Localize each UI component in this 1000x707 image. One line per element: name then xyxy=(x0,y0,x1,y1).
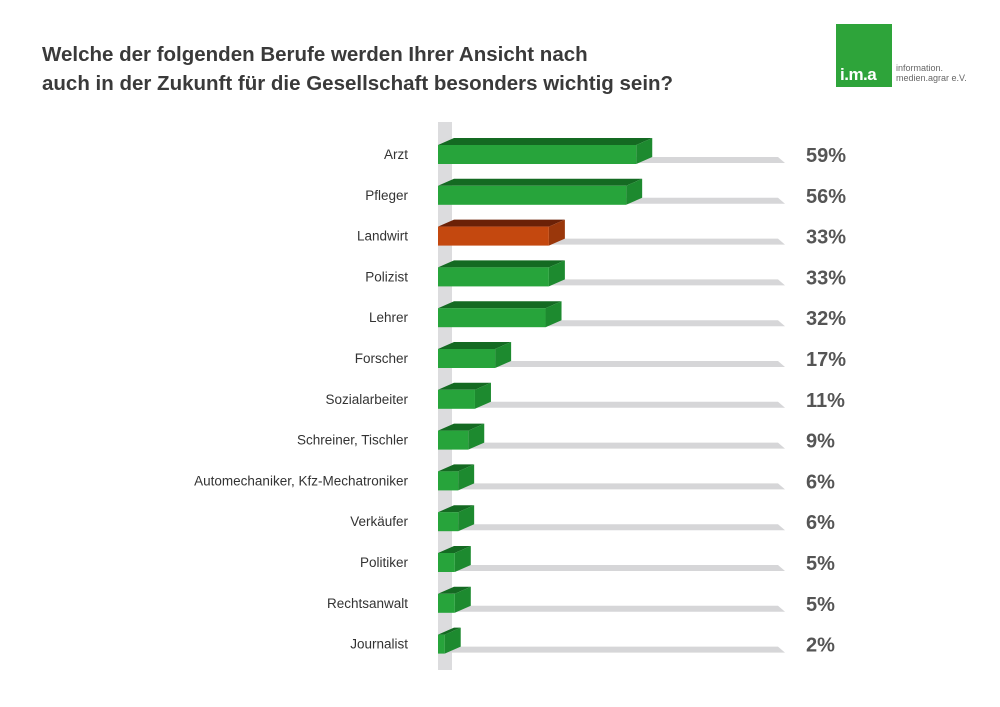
category-label: Schreiner, Tischler xyxy=(297,433,409,448)
bar-8 xyxy=(438,471,459,491)
bar-side-3 xyxy=(548,260,565,287)
value-label: 33% xyxy=(806,267,846,289)
logo-line-1: information. xyxy=(896,63,944,73)
category-label: Polizist xyxy=(365,269,408,284)
category-label: Sozialarbeiter xyxy=(325,392,408,407)
bar-top-9 xyxy=(438,505,475,513)
value-label: 32% xyxy=(806,308,846,330)
floor-shadow xyxy=(442,524,785,531)
category-label: Arzt xyxy=(384,147,408,162)
bar-side-5 xyxy=(495,342,512,368)
category-label: Verkäufer xyxy=(350,514,408,529)
bar-top-5 xyxy=(438,342,512,349)
value-label: 6% xyxy=(806,512,835,534)
bar-top-8 xyxy=(438,464,475,472)
bar-3 xyxy=(438,267,549,287)
value-label: 33% xyxy=(806,227,846,249)
bar-0 xyxy=(438,145,637,164)
bar-side-12 xyxy=(444,627,461,654)
floor-shadow xyxy=(442,483,785,490)
category-label: Automechaniker, Kfz-Mechatroniker xyxy=(194,473,408,488)
bar-side-2 xyxy=(548,219,565,246)
logo-text: information. medien.agrar e.V. xyxy=(896,63,967,83)
value-label: 5% xyxy=(806,553,835,575)
category-label: Forscher xyxy=(355,351,409,366)
title-line-2: auch in der Zukunft für die Gesellschaft… xyxy=(42,72,674,95)
bar-5 xyxy=(438,349,496,368)
title-line-1: Welche der folgenden Berufe werden Ihrer… xyxy=(42,43,588,66)
floor-shadow xyxy=(442,605,785,612)
bar-top-1 xyxy=(438,178,643,186)
category-label: Pfleger xyxy=(365,188,408,203)
bar-side-8 xyxy=(458,464,475,491)
bar-10 xyxy=(438,553,455,572)
floor-shadow xyxy=(442,565,785,571)
bar-top-11 xyxy=(438,586,471,594)
value-label: 6% xyxy=(806,471,835,493)
logo-mark: i.m.a xyxy=(840,65,877,84)
bar-side-9 xyxy=(458,505,475,532)
bar-2 xyxy=(438,226,549,246)
bar-top-10 xyxy=(438,546,471,553)
value-label: 11% xyxy=(806,390,845,412)
category-label: Politiker xyxy=(360,555,409,570)
bar-side-1 xyxy=(626,178,643,205)
bar-side-11 xyxy=(454,586,471,613)
bar-top-6 xyxy=(438,382,491,390)
bar-side-7 xyxy=(468,423,485,450)
bar-7 xyxy=(438,430,469,450)
bar-1 xyxy=(438,185,627,205)
category-label: Landwirt xyxy=(357,229,408,244)
chart-title: Welche der folgenden Berufe werden Ihrer… xyxy=(42,40,673,98)
bar-top-4 xyxy=(438,301,562,309)
bar-top-12 xyxy=(438,627,461,635)
bar-top-7 xyxy=(438,423,485,431)
bar-6 xyxy=(438,389,475,409)
value-label: 59% xyxy=(806,145,846,167)
bar-11 xyxy=(438,593,455,613)
category-label: Rechtsanwalt xyxy=(327,596,408,611)
value-label: 2% xyxy=(806,635,835,657)
bar-side-6 xyxy=(474,382,491,409)
value-label: 56% xyxy=(806,186,846,208)
value-label: 17% xyxy=(806,349,846,371)
bar-top-2 xyxy=(438,219,565,227)
value-label: 5% xyxy=(806,594,835,616)
category-label: Journalist xyxy=(350,637,408,652)
bar-4 xyxy=(438,308,546,328)
bar-side-0 xyxy=(636,138,653,164)
bar-9 xyxy=(438,512,459,532)
category-label: Lehrer xyxy=(369,310,409,325)
floor-shadow xyxy=(442,401,785,408)
floor-shadow xyxy=(442,361,785,367)
bar-side-10 xyxy=(454,546,471,572)
logo-line-2: medien.agrar e.V. xyxy=(896,73,967,83)
floor-shadow xyxy=(442,442,785,449)
value-label: 9% xyxy=(806,431,835,453)
floor-shadow xyxy=(442,646,785,653)
bar-top-0 xyxy=(438,138,653,145)
ima-logo: i.m.a xyxy=(836,24,892,87)
bar-side-4 xyxy=(545,301,562,328)
bar-top-3 xyxy=(438,260,565,268)
bar-12 xyxy=(438,634,445,654)
